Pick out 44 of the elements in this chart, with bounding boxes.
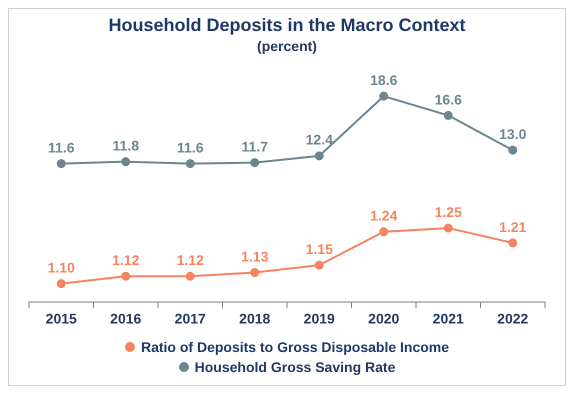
data-label: 11.8	[112, 138, 140, 154]
data-label: 11.7	[242, 138, 268, 154]
point	[121, 157, 130, 166]
data-label: 1.15	[306, 240, 334, 257]
x-tick-label: 2017	[174, 310, 206, 326]
point	[444, 110, 453, 120]
data-label: 1.10	[48, 260, 76, 276]
data-label: 1.24	[370, 208, 398, 224]
point	[56, 279, 66, 288]
data-label: 1.25	[434, 204, 462, 220]
x-tick-label: 2022	[497, 310, 529, 326]
point	[508, 238, 518, 248]
point	[250, 158, 260, 168]
point	[444, 224, 453, 233]
data-label: 11.6	[177, 139, 204, 156]
data-label: 1.12	[176, 252, 204, 268]
chart-subtitle: (percent)	[257, 38, 317, 54]
data-label: 12.4	[306, 132, 334, 148]
point	[186, 272, 195, 281]
x-tick-label: 2018	[239, 310, 271, 326]
data-label: 13.0	[499, 126, 527, 142]
data-label: 1.13	[241, 248, 269, 264]
chart-title: Household Deposits in the Macro Context	[108, 14, 466, 35]
point	[186, 159, 195, 168]
point	[314, 260, 324, 270]
point	[250, 268, 260, 278]
point	[379, 92, 388, 101]
data-label: 18.6	[370, 72, 398, 88]
x-tick-label: 2020	[368, 310, 400, 326]
data-label: 1.21	[499, 218, 527, 235]
legend-label: Household Gross Saving Rate	[194, 359, 396, 375]
legend-label: Ratio of Deposits to Gross Disposable Income	[140, 339, 450, 355]
x-tick-label: 2015	[46, 310, 78, 326]
point	[379, 227, 388, 236]
point	[508, 146, 518, 155]
x-tick-label: 2021	[432, 310, 464, 326]
point	[56, 159, 66, 168]
point	[314, 151, 324, 160]
data-label: 1.12	[112, 252, 140, 268]
data-label: 11.6	[48, 139, 75, 156]
data-label: 16.6	[434, 91, 462, 108]
x-tick-label: 2019	[304, 310, 336, 326]
x-tick-label: 2016	[110, 310, 142, 326]
point	[121, 272, 130, 281]
